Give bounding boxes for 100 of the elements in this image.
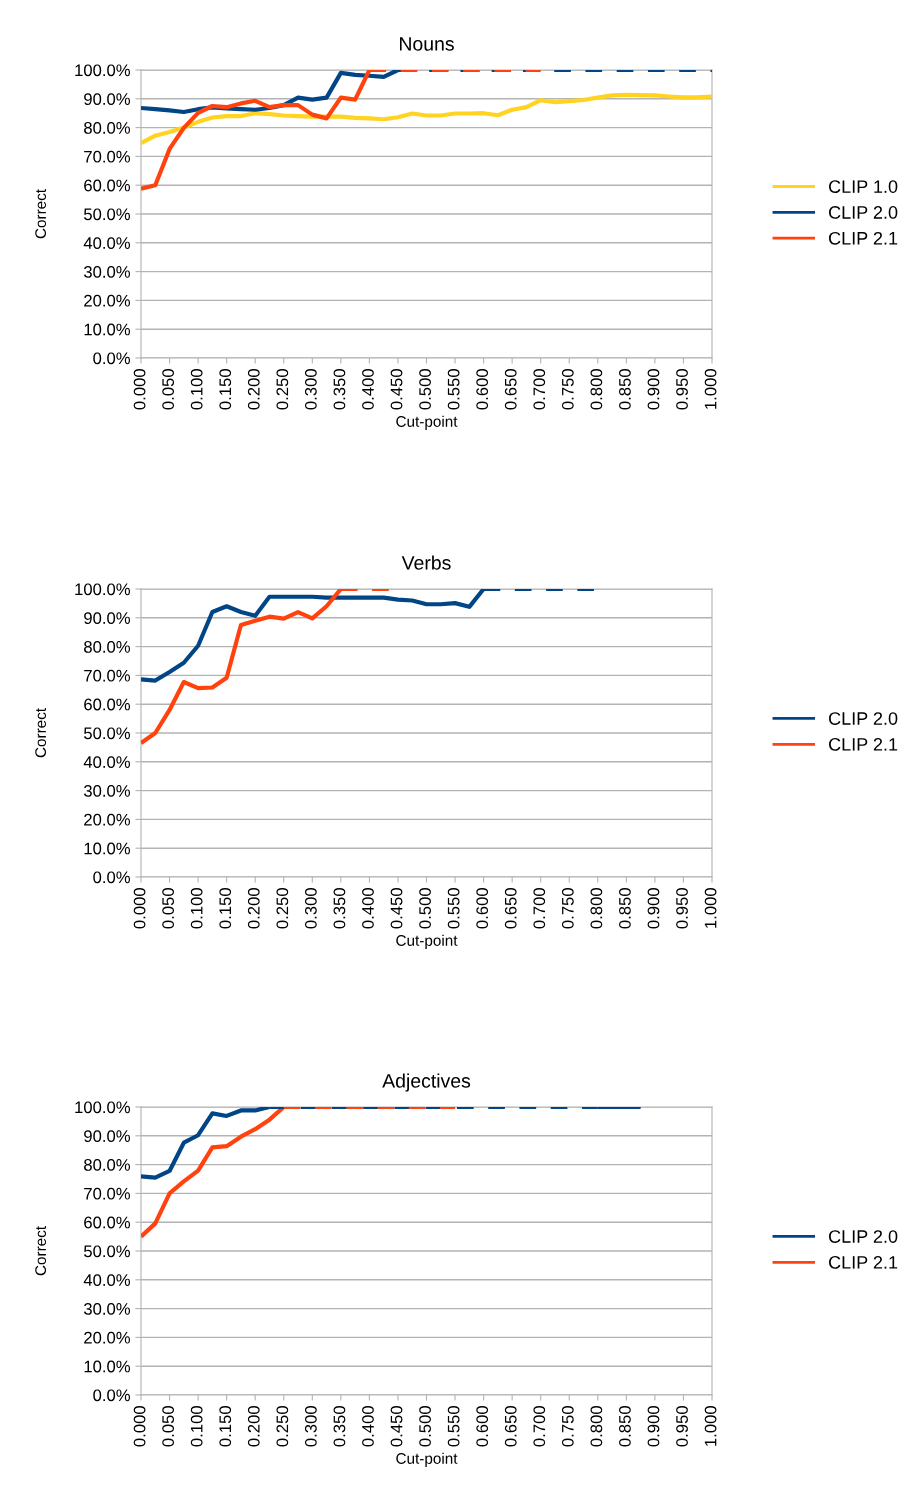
y-tick-label: 90.0% (84, 93, 130, 105)
x-tick-label: 0.250 (276, 369, 289, 410)
x-tick-label: 1.000 (704, 1406, 717, 1446)
x-tick-label: 0.250 (276, 1406, 289, 1447)
x-tick-label: 0.300 (304, 1406, 317, 1447)
x-tick-label: 0.650 (504, 888, 517, 929)
y-tick-label: 20.0% (84, 813, 130, 826)
x-tick-label: 1.000 (704, 369, 717, 409)
y-tick-label: 10.0% (84, 1360, 130, 1373)
x-tick-label: 0.950 (676, 369, 688, 410)
x-tick-label: 0.650 (504, 1406, 517, 1447)
y-tick-label: 40.0% (83, 756, 130, 768)
y-tick-label: 80.0% (84, 641, 130, 653)
x-tick-label: 0.500 (419, 1406, 431, 1447)
x-tick-label: 0.450 (390, 1406, 403, 1447)
x-tick-label: 0.350 (333, 369, 346, 410)
y-tick-label: 10.0% (84, 842, 130, 855)
x-tick-label: 0.000 (133, 369, 146, 410)
y-tick-label: 30.0% (83, 1303, 130, 1315)
x-tick-label: 0.850 (619, 888, 631, 929)
x-tick-label: 0.200 (247, 888, 260, 929)
y-axis-title: Correct (35, 708, 47, 758)
x-tick-label: 0.100 (190, 1406, 203, 1447)
x-tick-label: 0.750 (561, 1406, 574, 1447)
x-axis-title: Cut-point (396, 934, 458, 949)
x-tick-label: 0.100 (190, 888, 203, 929)
x-tick-label: 0.000 (133, 888, 146, 929)
y-tick-label: 100.0% (75, 1101, 130, 1114)
x-tick-label: 0.250 (276, 888, 289, 929)
x-tick-label: 0.700 (533, 888, 546, 929)
y-tick-label: 80.0% (84, 122, 130, 134)
y-tick-label: 30.0% (83, 785, 130, 797)
x-tick-label: 0.100 (190, 369, 203, 410)
y-tick-label: 70.0% (84, 1187, 130, 1200)
y-axis-title: Correct (35, 189, 47, 239)
x-tick-label: 0.600 (476, 369, 489, 410)
y-tick-label: 70.0% (84, 150, 130, 163)
x-tick-label: 0.800 (590, 369, 603, 410)
x-tick-label: 0.300 (304, 888, 317, 929)
x-tick-label: 0.200 (247, 369, 260, 410)
y-tick-label: 90.0% (84, 1130, 130, 1142)
x-tick-label: 0.550 (447, 1406, 460, 1447)
x-tick-label: 0.500 (419, 888, 431, 929)
x-tick-label: 0.150 (219, 888, 232, 929)
legend-label: CLIP 1.0 (829, 180, 898, 193)
x-axis-title: Cut-point (396, 1452, 458, 1467)
x-tick-label: 0.750 (561, 369, 574, 410)
x-tick-label: 0.900 (647, 369, 660, 410)
chart-title: Adjectives (382, 1073, 471, 1092)
legend-label: CLIP 2.1 (829, 1255, 898, 1269)
x-tick-label: 0.800 (590, 888, 603, 929)
y-tick-label: 50.0% (83, 1245, 130, 1258)
x-axis-title: Cut-point (396, 415, 458, 430)
chart-title: Verbs (401, 555, 451, 570)
y-tick-label: 100.0% (75, 583, 130, 596)
x-tick-label: 0.700 (533, 369, 546, 410)
y-tick-label: 40.0% (83, 237, 130, 249)
x-tick-label: 0.450 (390, 888, 403, 929)
x-tick-label: 0.750 (561, 888, 574, 929)
x-tick-label: 0.400 (362, 369, 374, 410)
y-tick-label: 40.0% (83, 1274, 130, 1286)
x-tick-label: 0.900 (647, 1406, 660, 1447)
x-tick-label: 0.450 (390, 369, 403, 410)
x-tick-label: 0.900 (647, 888, 660, 929)
y-tick-label: 70.0% (84, 669, 130, 682)
x-tick-label: 0.550 (447, 369, 460, 410)
x-tick-label: 0.700 (533, 1406, 546, 1447)
legend-label: CLIP 2.1 (829, 231, 898, 245)
x-tick-label: 0.400 (362, 888, 374, 929)
legend-label: CLIP 2.0 (829, 712, 898, 725)
x-tick-label: 0.950 (676, 1406, 688, 1447)
x-tick-label: 0.150 (219, 369, 232, 410)
x-tick-label: 0.850 (619, 369, 631, 410)
x-tick-label: 0.600 (476, 1406, 489, 1447)
y-tick-label: 20.0% (84, 1331, 130, 1344)
x-tick-label: 0.000 (133, 1406, 146, 1447)
x-tick-label: 0.350 (333, 1406, 346, 1447)
legend-label: CLIP 2.0 (829, 1230, 898, 1243)
legend-label: CLIP 2.0 (829, 206, 898, 219)
x-tick-label: 0.050 (162, 888, 175, 929)
x-tick-label: 0.850 (619, 1406, 631, 1447)
x-tick-label: 0.150 (219, 1406, 232, 1447)
y-tick-label: 100.0% (75, 64, 130, 77)
y-tick-label: 10.0% (84, 323, 130, 336)
x-tick-label: 0.050 (162, 1406, 175, 1447)
x-tick-label: 0.550 (447, 888, 460, 929)
y-tick-label: 0.0% (93, 871, 130, 884)
x-tick-label: 0.500 (419, 369, 431, 410)
x-tick-label: 0.800 (590, 1406, 603, 1447)
y-tick-label: 0.0% (93, 352, 130, 365)
y-tick-label: 80.0% (84, 1159, 130, 1171)
y-tick-label: 90.0% (84, 612, 130, 624)
legend-label: CLIP 2.1 (829, 737, 898, 751)
x-tick-label: 0.400 (362, 1406, 374, 1447)
y-tick-label: 50.0% (83, 727, 130, 740)
x-tick-label: 0.600 (476, 888, 489, 929)
x-tick-label: 0.300 (304, 369, 317, 410)
y-tick-label: 0.0% (93, 1389, 130, 1402)
y-tick-label: 60.0% (84, 698, 130, 711)
x-tick-label: 0.200 (247, 1406, 260, 1447)
